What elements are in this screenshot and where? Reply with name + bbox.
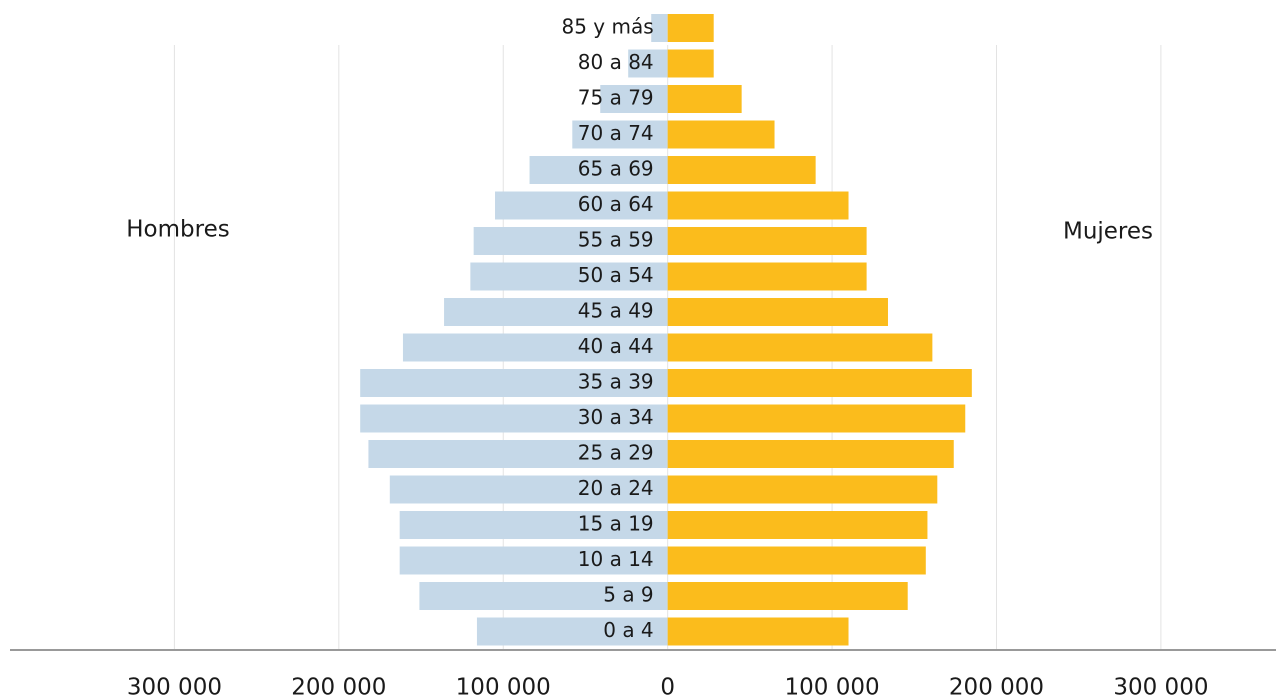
bar <box>360 404 668 433</box>
bar <box>667 85 742 113</box>
bar <box>470 262 668 291</box>
bar <box>667 546 926 575</box>
legend-label: Hombres <box>126 217 229 243</box>
bar <box>667 333 933 362</box>
age-label: 10 a 14 <box>578 547 654 571</box>
bar <box>667 298 888 326</box>
bar <box>651 14 668 42</box>
bar <box>476 617 668 646</box>
age-label: 40 a 44 <box>578 334 654 358</box>
x-tick-label: 300 000 <box>1113 675 1208 700</box>
legend-label: Mujeres <box>1063 219 1153 245</box>
age-label: 70 a 74 <box>578 121 654 145</box>
age-label: 20 a 24 <box>578 476 654 500</box>
bar <box>399 546 668 575</box>
bar <box>360 369 668 397</box>
bar <box>389 475 668 504</box>
bar <box>667 120 775 149</box>
age-label: 80 a 84 <box>578 50 654 74</box>
x-tick-label: 100 000 <box>785 675 880 700</box>
age-label: 15 a 19 <box>578 512 654 536</box>
bar <box>402 333 668 362</box>
bar <box>667 191 849 220</box>
bar <box>667 49 714 78</box>
age-label: 85 y más <box>561 15 653 39</box>
bar <box>667 404 966 433</box>
age-label: 75 a 79 <box>578 86 654 110</box>
age-label: 50 a 54 <box>578 263 654 287</box>
bar <box>368 440 668 468</box>
x-tick-label: 200 000 <box>949 675 1044 700</box>
age-label: 55 a 59 <box>578 228 654 252</box>
age-label: 0 a 4 <box>603 618 653 642</box>
bar <box>495 191 668 220</box>
x-tick-label: 200 000 <box>291 675 386 700</box>
bar <box>473 227 668 255</box>
bar <box>667 440 954 468</box>
x-tick-label: 300 000 <box>127 675 222 700</box>
bar <box>667 369 972 397</box>
bar <box>419 582 668 610</box>
age-label: 35 a 39 <box>578 370 654 394</box>
bar <box>667 617 849 646</box>
bar <box>399 511 668 539</box>
age-label: 60 a 64 <box>578 192 654 216</box>
bar <box>444 298 668 326</box>
bar <box>667 156 816 184</box>
x-tick-label: 100 000 <box>456 675 551 700</box>
age-label: 5 a 9 <box>603 583 653 607</box>
bar <box>667 475 938 504</box>
bar <box>529 156 668 184</box>
bar <box>667 227 867 255</box>
bar <box>600 85 668 113</box>
bar <box>667 511 928 539</box>
bar <box>667 262 867 291</box>
bar <box>667 582 908 610</box>
bar <box>628 49 668 78</box>
x-tick-label: 0 <box>660 675 675 700</box>
bar <box>667 14 714 42</box>
bar <box>572 120 668 149</box>
age-label: 30 a 34 <box>578 405 654 429</box>
age-label: 25 a 29 <box>578 441 654 465</box>
age-label: 45 a 49 <box>578 299 654 323</box>
age-label: 65 a 69 <box>578 157 654 181</box>
